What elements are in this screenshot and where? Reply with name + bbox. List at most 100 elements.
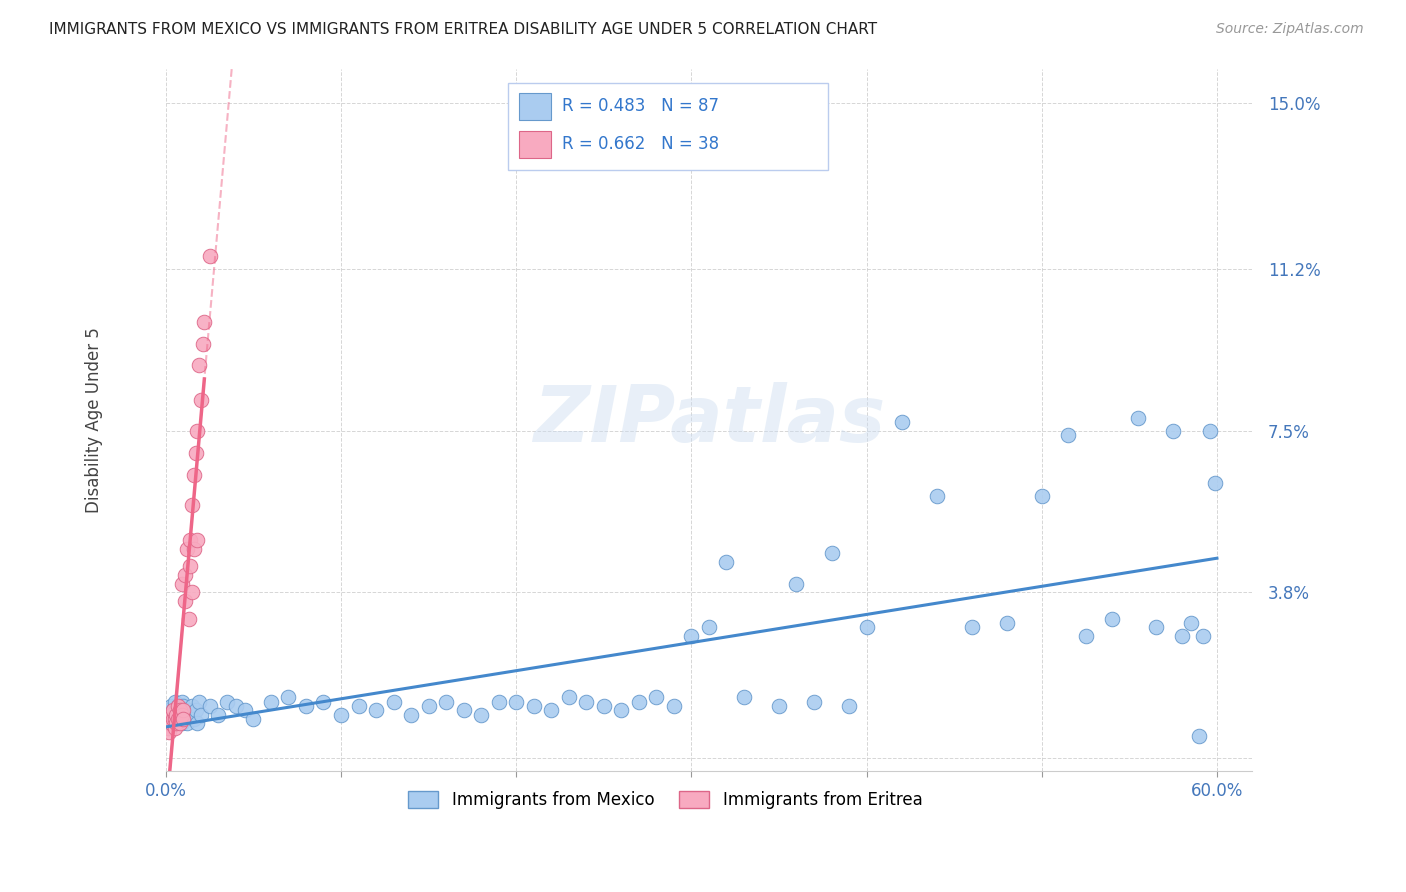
Point bbox=[364, 703, 387, 717]
Point bbox=[174, 703, 197, 717]
Point bbox=[260, 694, 283, 708]
Point bbox=[165, 707, 187, 722]
Point bbox=[233, 703, 256, 717]
Legend: Immigrants from Mexico, Immigrants from Eritrea: Immigrants from Mexico, Immigrants from … bbox=[402, 784, 929, 816]
Point bbox=[453, 703, 475, 717]
Point bbox=[163, 721, 186, 735]
Point bbox=[184, 703, 207, 717]
Point bbox=[162, 712, 184, 726]
Point bbox=[165, 716, 187, 731]
Point bbox=[1192, 629, 1215, 643]
Point bbox=[167, 698, 190, 713]
Point bbox=[785, 576, 807, 591]
Point bbox=[169, 703, 191, 717]
Point bbox=[170, 716, 193, 731]
Y-axis label: Disability Age Under 5: Disability Age Under 5 bbox=[86, 327, 103, 513]
Point bbox=[188, 359, 211, 373]
Point bbox=[163, 694, 186, 708]
Text: R = 0.662   N = 38: R = 0.662 N = 38 bbox=[562, 136, 720, 153]
Point bbox=[382, 694, 405, 708]
Point bbox=[167, 712, 190, 726]
Point bbox=[217, 694, 239, 708]
Point bbox=[174, 594, 197, 608]
Point bbox=[156, 712, 179, 726]
Point bbox=[177, 611, 200, 625]
Point bbox=[1204, 476, 1226, 491]
Point bbox=[163, 712, 186, 726]
Point bbox=[470, 707, 492, 722]
Point bbox=[540, 703, 562, 717]
Point bbox=[157, 725, 180, 739]
Point bbox=[172, 703, 194, 717]
Point bbox=[181, 585, 204, 599]
Point bbox=[165, 716, 187, 731]
Point bbox=[330, 707, 353, 722]
Point bbox=[181, 698, 204, 713]
Point bbox=[733, 690, 755, 705]
Point bbox=[186, 424, 208, 438]
FancyBboxPatch shape bbox=[508, 83, 828, 170]
Point bbox=[1074, 629, 1097, 643]
Point bbox=[681, 629, 703, 643]
Point bbox=[925, 489, 948, 503]
Point bbox=[183, 467, 205, 482]
Point bbox=[347, 698, 370, 713]
Point bbox=[167, 698, 190, 713]
Point bbox=[179, 707, 201, 722]
Point bbox=[610, 703, 633, 717]
Text: Source: ZipAtlas.com: Source: ZipAtlas.com bbox=[1216, 22, 1364, 37]
Point bbox=[191, 336, 214, 351]
Point bbox=[160, 698, 183, 713]
Point bbox=[960, 620, 983, 634]
Point bbox=[172, 698, 194, 713]
Point bbox=[558, 690, 581, 705]
Point bbox=[820, 546, 842, 560]
Point bbox=[170, 694, 193, 708]
Point bbox=[181, 498, 204, 512]
Point bbox=[162, 703, 184, 717]
Point bbox=[523, 698, 546, 713]
Point bbox=[1126, 410, 1149, 425]
Point bbox=[184, 446, 207, 460]
Point bbox=[697, 620, 720, 634]
Point bbox=[1199, 424, 1222, 438]
Point bbox=[176, 541, 198, 556]
Point bbox=[207, 707, 229, 722]
Text: R = 0.483   N = 87: R = 0.483 N = 87 bbox=[562, 97, 720, 115]
Point bbox=[179, 533, 201, 547]
Point bbox=[183, 541, 205, 556]
Point bbox=[838, 698, 860, 713]
Point bbox=[312, 694, 335, 708]
Point bbox=[1188, 730, 1211, 744]
Point bbox=[198, 698, 221, 713]
Point bbox=[575, 694, 598, 708]
Text: IMMIGRANTS FROM MEXICO VS IMMIGRANTS FROM ERITREA DISABILITY AGE UNDER 5 CORRELA: IMMIGRANTS FROM MEXICO VS IMMIGRANTS FRO… bbox=[49, 22, 877, 37]
Point bbox=[169, 703, 191, 717]
Point bbox=[399, 707, 422, 722]
Point bbox=[1171, 629, 1194, 643]
Point bbox=[160, 707, 183, 722]
FancyBboxPatch shape bbox=[519, 131, 551, 158]
Text: ZIPatlas: ZIPatlas bbox=[533, 382, 884, 458]
Point bbox=[172, 707, 194, 722]
Point bbox=[198, 249, 221, 263]
Point bbox=[188, 694, 211, 708]
Point bbox=[505, 694, 527, 708]
Point bbox=[995, 615, 1018, 630]
Point bbox=[172, 712, 194, 726]
Point bbox=[295, 698, 318, 713]
Point bbox=[716, 555, 738, 569]
Point bbox=[803, 694, 825, 708]
Point bbox=[645, 690, 668, 705]
Point bbox=[160, 716, 183, 731]
Point bbox=[1101, 611, 1123, 625]
Point bbox=[1161, 424, 1184, 438]
Point bbox=[157, 712, 180, 726]
Point bbox=[162, 703, 184, 717]
Point bbox=[768, 698, 790, 713]
Point bbox=[855, 620, 877, 634]
Point bbox=[163, 712, 186, 726]
Point bbox=[170, 707, 193, 722]
Point bbox=[167, 707, 190, 722]
Point bbox=[157, 703, 180, 717]
